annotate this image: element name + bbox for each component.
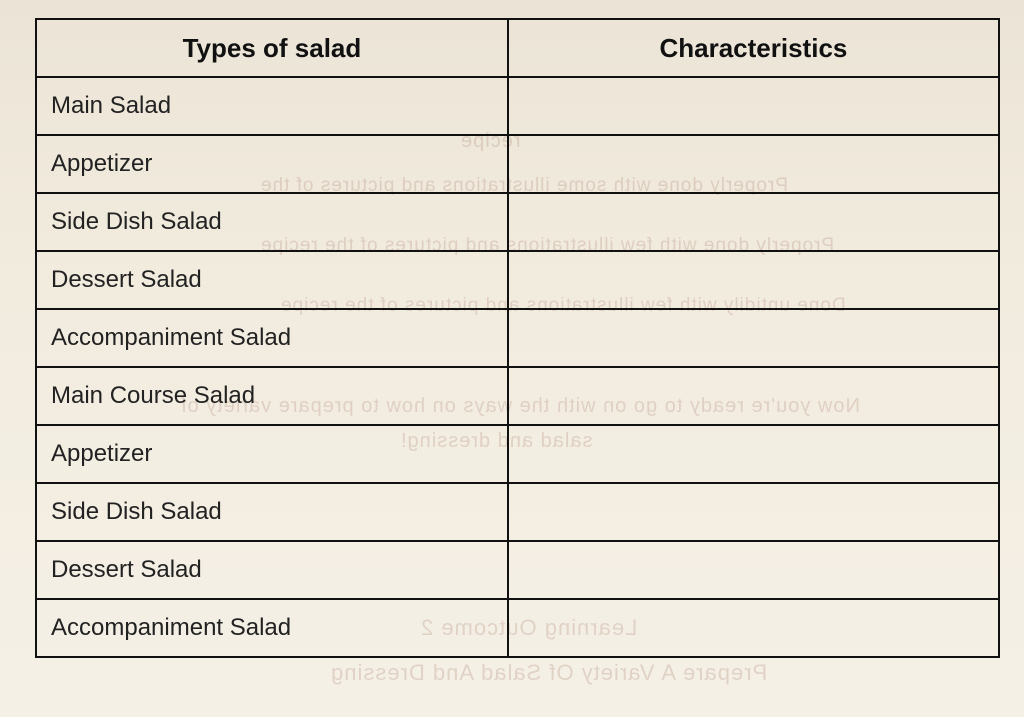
cell-type: Side Dish Salad [36, 483, 508, 541]
cell-char [508, 599, 999, 657]
cell-char [508, 541, 999, 599]
table-row: Side Dish Salad [36, 483, 999, 541]
cell-type: Main Salad [36, 77, 508, 135]
table-row: Appetizer [36, 135, 999, 193]
cell-char [508, 77, 999, 135]
cell-type: Appetizer [36, 425, 508, 483]
cell-char [508, 251, 999, 309]
cell-char [508, 425, 999, 483]
cell-char [508, 309, 999, 367]
table-row: Side Dish Salad [36, 193, 999, 251]
table-row: Appetizer [36, 425, 999, 483]
cell-type: Dessert Salad [36, 541, 508, 599]
cell-type: Accompaniment Salad [36, 599, 508, 657]
table-row: Main Salad [36, 77, 999, 135]
cell-char [508, 135, 999, 193]
table-row: Accompaniment Salad [36, 309, 999, 367]
cell-type: Appetizer [36, 135, 508, 193]
cell-char [508, 483, 999, 541]
table-row: Dessert Salad [36, 251, 999, 309]
cell-type: Accompaniment Salad [36, 309, 508, 367]
header-characteristics: Characteristics [508, 19, 999, 77]
salad-table-container: Types of salad Characteristics Main Sala… [35, 18, 1000, 658]
cell-type: Main Course Salad [36, 367, 508, 425]
cell-char [508, 367, 999, 425]
cell-type: Dessert Salad [36, 251, 508, 309]
salad-table: Types of salad Characteristics Main Sala… [35, 18, 1000, 658]
table-row: Dessert Salad [36, 541, 999, 599]
table-row: Main Course Salad [36, 367, 999, 425]
cell-type: Side Dish Salad [36, 193, 508, 251]
cell-char [508, 193, 999, 251]
header-types-of-salad: Types of salad [36, 19, 508, 77]
table-header-row: Types of salad Characteristics [36, 19, 999, 77]
table-row: Accompaniment Salad [36, 599, 999, 657]
